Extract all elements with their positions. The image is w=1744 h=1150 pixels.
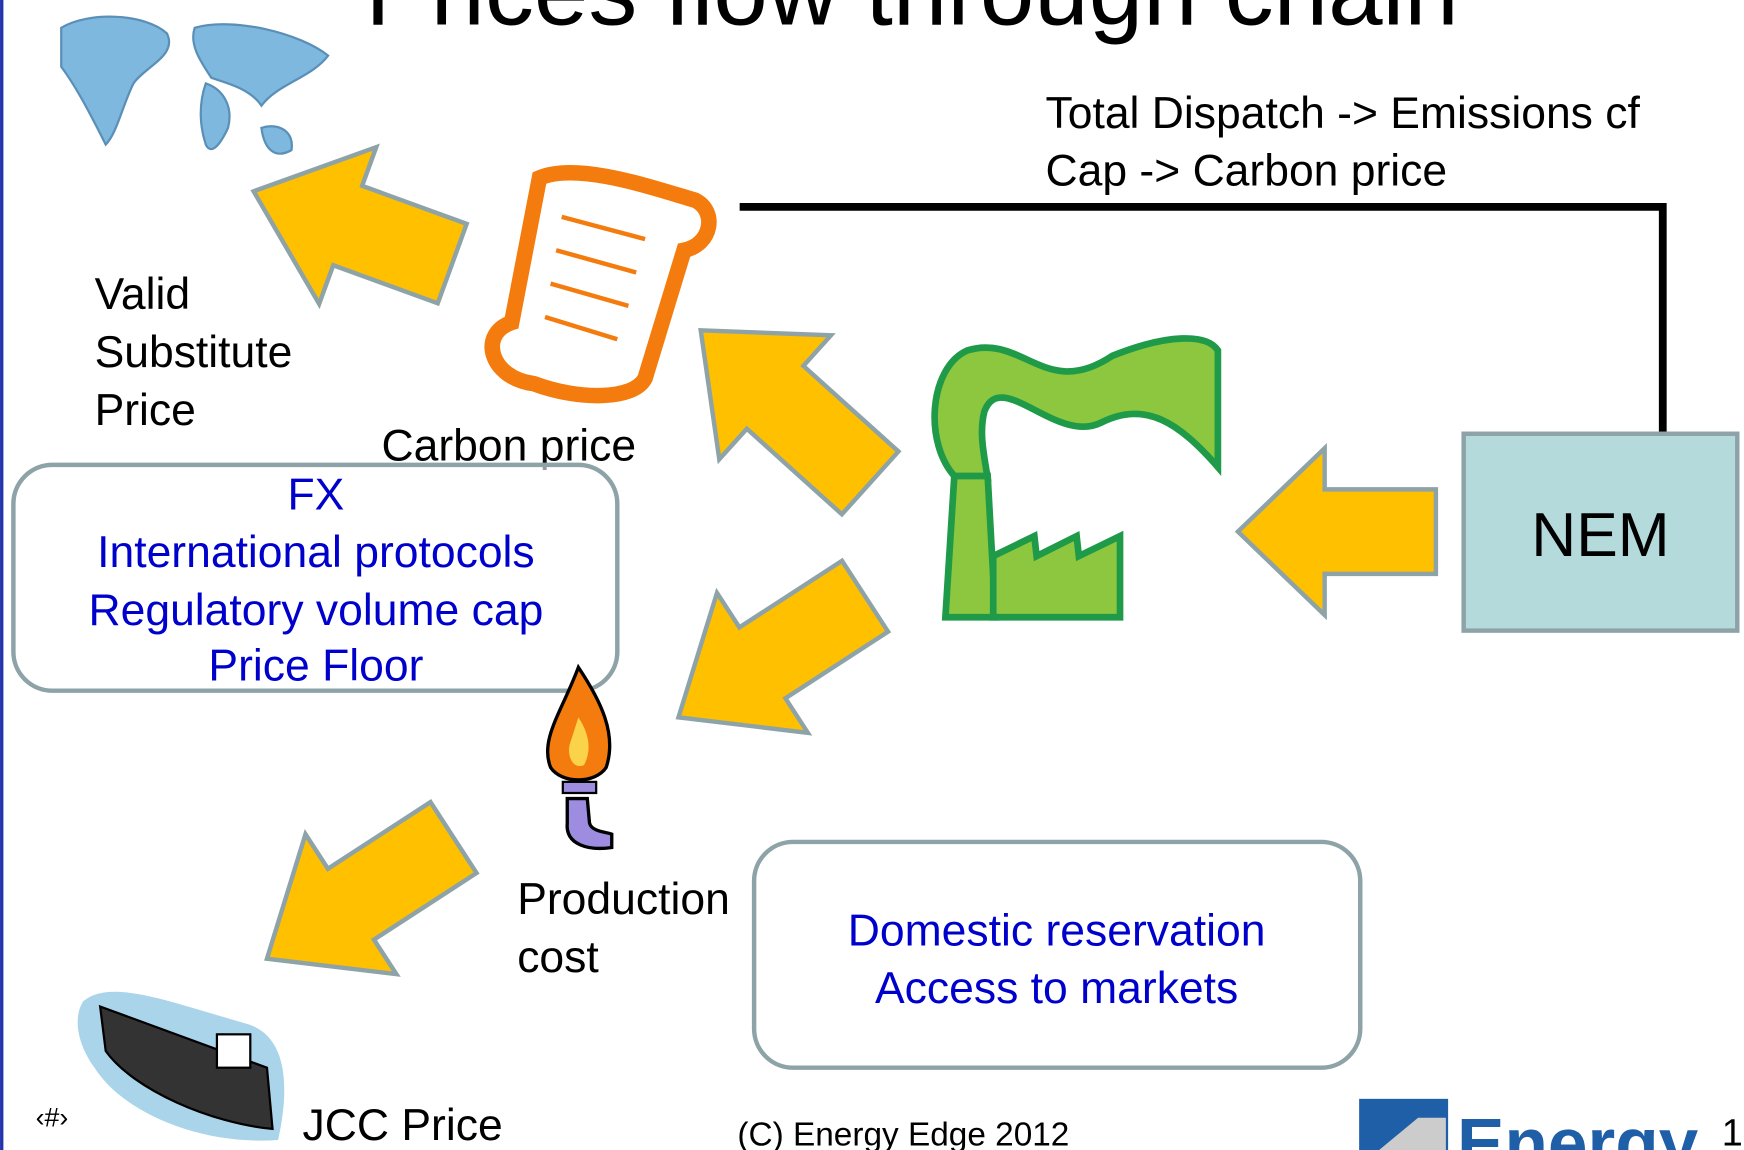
ship-icon: [77, 991, 285, 1141]
arrow: [264, 799, 480, 977]
slide-border: [0, 0, 4, 1150]
domestic-box: [751, 839, 1363, 1070]
carbon-label: Carbon price: [382, 421, 637, 470]
emissions-note: Cap -> Carbon price: [1046, 147, 1448, 196]
arrow: [250, 143, 470, 310]
production-label: cost: [517, 933, 599, 982]
substitute-label: Valid: [95, 270, 191, 319]
substitute-label: Price: [95, 386, 196, 435]
arrow: [675, 557, 892, 736]
world-map-icon: [60, 15, 330, 155]
drivers-text: International protocols: [97, 528, 535, 577]
scroll-icon: [484, 164, 717, 404]
substitute-label: Substitute: [95, 328, 293, 377]
logo: Energy: [1359, 1098, 1699, 1150]
nem-label: NEM: [1531, 501, 1669, 570]
emissions-note: Total Dispatch -> Emissions cf: [1046, 89, 1641, 138]
drivers-box: [11, 462, 620, 693]
slide-number: ‹#›: [36, 1103, 69, 1133]
slide-title: Prices flow through chain: [365, 0, 1458, 45]
drivers-text: Regulatory volume cap: [89, 586, 544, 635]
drivers-text: Price Floor: [208, 642, 423, 691]
nem-box: [1461, 431, 1740, 633]
arrows: [250, 143, 1439, 977]
arrow: [698, 327, 902, 518]
gas-flame-icon: [545, 663, 614, 850]
arrow: [1234, 442, 1439, 621]
domestic-text: Access to markets: [875, 964, 1238, 1013]
domestic-text: Domestic reservation: [848, 906, 1266, 955]
connector-line: [739, 202, 1667, 434]
copyright: (C) Energy Edge 2012: [737, 1117, 1069, 1150]
production-label: Production: [517, 875, 730, 924]
jcc-label: JCC Price: [303, 1101, 503, 1150]
factory-icon: [931, 335, 1222, 621]
drivers-text: FX: [287, 470, 344, 519]
logo-text: Energy: [1457, 1105, 1699, 1150]
page-number: 1: [1722, 1113, 1743, 1150]
